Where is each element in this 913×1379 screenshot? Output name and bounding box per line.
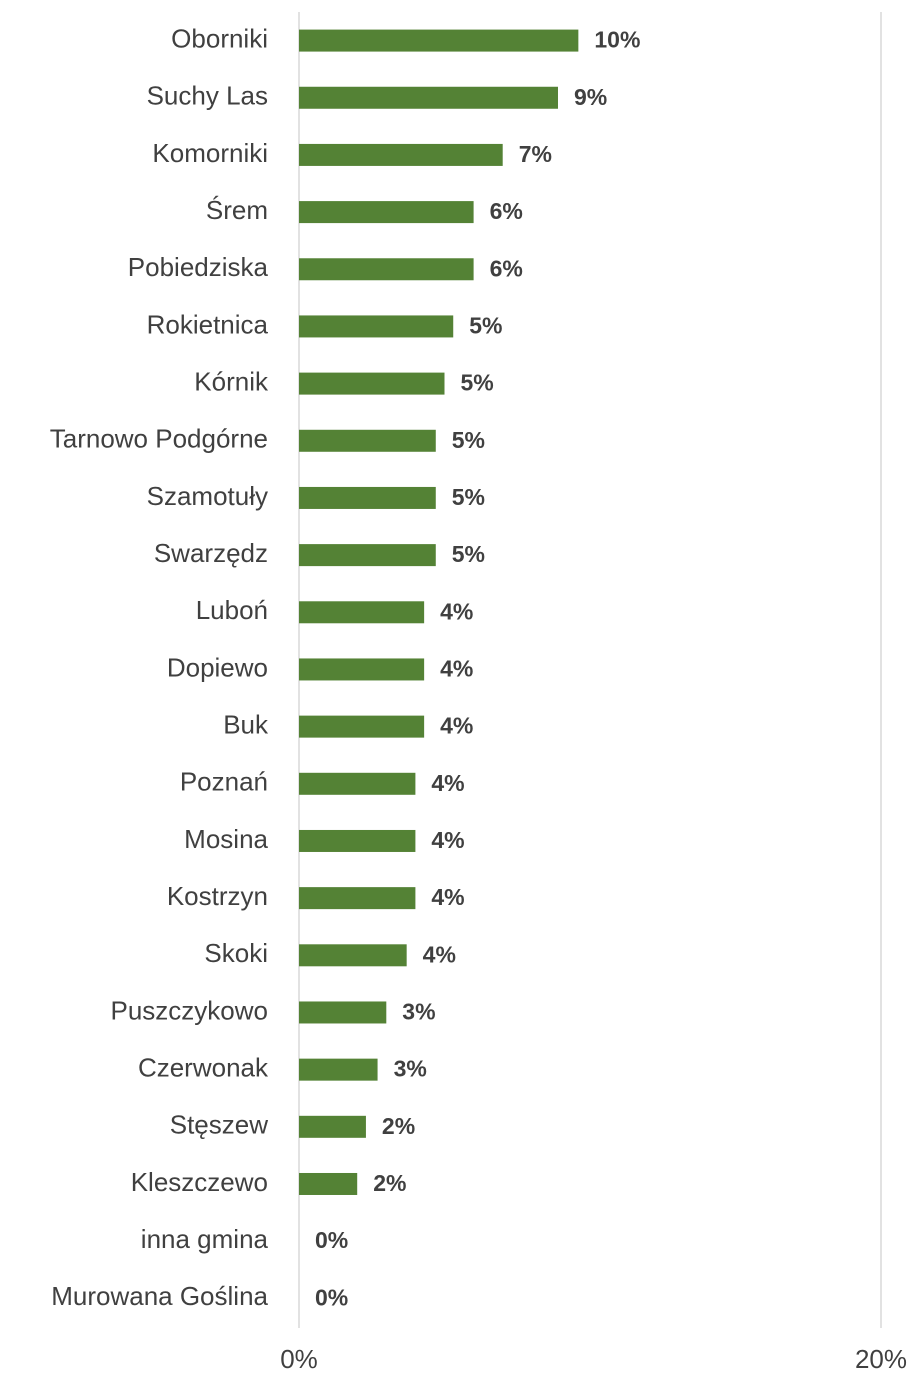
category-label: inna gmina [141, 1224, 269, 1254]
bars-group [299, 29, 579, 1195]
bar [299, 315, 454, 338]
bar [299, 772, 416, 795]
category-label: Skoki [204, 938, 268, 968]
bar [299, 1058, 378, 1081]
data-label: 4% [440, 713, 473, 739]
data-label: 4% [440, 656, 473, 682]
bar [299, 601, 425, 624]
category-label: Szamotuły [147, 481, 268, 511]
category-label: Suchy Las [147, 81, 268, 111]
category-label: Komorniki [152, 138, 268, 168]
data-label: 3% [394, 1056, 427, 1082]
category-label: Czerwonak [138, 1053, 269, 1083]
x-tick-label: 20% [855, 1344, 907, 1374]
data-label: 4% [440, 598, 473, 624]
data-label: 10% [594, 27, 640, 53]
bar [299, 486, 436, 509]
category-label: Puszczykowo [111, 995, 269, 1025]
bar [299, 143, 503, 166]
category-label: Oborniki [171, 23, 268, 53]
category-label: Poznań [180, 767, 268, 797]
category-label: Kórnik [194, 366, 269, 396]
category-label: Stęszew [170, 1110, 268, 1140]
category-label: Pobiedziska [128, 252, 269, 282]
category-label: Dopiewo [167, 652, 268, 682]
category-label: Kostrzyn [167, 881, 268, 911]
data-label: 6% [490, 255, 523, 281]
category-label: Luboń [196, 595, 268, 625]
category-label: Rokietnica [147, 309, 269, 339]
category-label: Śrem [206, 195, 268, 225]
category-labels: Oborniki Suchy Las Komorniki Śrem Pobiedzisk… [50, 23, 269, 1311]
bar [299, 86, 558, 109]
bar [299, 258, 474, 281]
bar [299, 944, 407, 967]
data-label: 5% [452, 541, 485, 567]
category-label: Kleszczewo [131, 1167, 268, 1197]
bar [299, 429, 436, 452]
data-label: 7% [519, 141, 552, 167]
data-label: 4% [431, 884, 464, 910]
bar [299, 1172, 358, 1195]
data-label: 3% [402, 999, 435, 1025]
bar [299, 201, 474, 224]
data-label: 5% [452, 427, 485, 453]
data-label: 5% [461, 370, 494, 396]
bar [299, 715, 425, 738]
category-label: Buk [223, 710, 269, 740]
data-label: 5% [452, 484, 485, 510]
bar [299, 1001, 387, 1024]
bar [299, 1115, 366, 1138]
data-label: 4% [431, 827, 464, 853]
data-label: 2% [373, 1170, 406, 1196]
category-label: Mosina [184, 824, 268, 854]
data-label: 0% [315, 1284, 348, 1310]
bar [299, 887, 416, 910]
bar [299, 372, 445, 395]
bar [299, 829, 416, 852]
category-label: Murowana Goślina [51, 1281, 268, 1311]
bar [299, 29, 579, 52]
x-axis-tick-labels: 0% 20% [280, 1344, 907, 1374]
category-label: Swarzędz [154, 538, 268, 568]
data-label: 6% [490, 198, 523, 224]
data-label: 4% [431, 770, 464, 796]
data-label: 9% [574, 84, 607, 110]
data-label: 5% [469, 313, 502, 339]
data-label: 4% [423, 941, 456, 967]
category-label: Tarnowo Podgórne [50, 424, 268, 454]
value-labels: 10% 9% 7% 6% 6% 5% 5% 5% 5% 5% 4% 4% 4% 4% 4% 4% 4% 3% 3% 2… [315, 27, 640, 1311]
bar [299, 658, 425, 681]
data-label: 0% [315, 1227, 348, 1253]
x-tick-label: 0% [280, 1344, 318, 1374]
data-label: 2% [382, 1113, 415, 1139]
bar [299, 544, 436, 567]
